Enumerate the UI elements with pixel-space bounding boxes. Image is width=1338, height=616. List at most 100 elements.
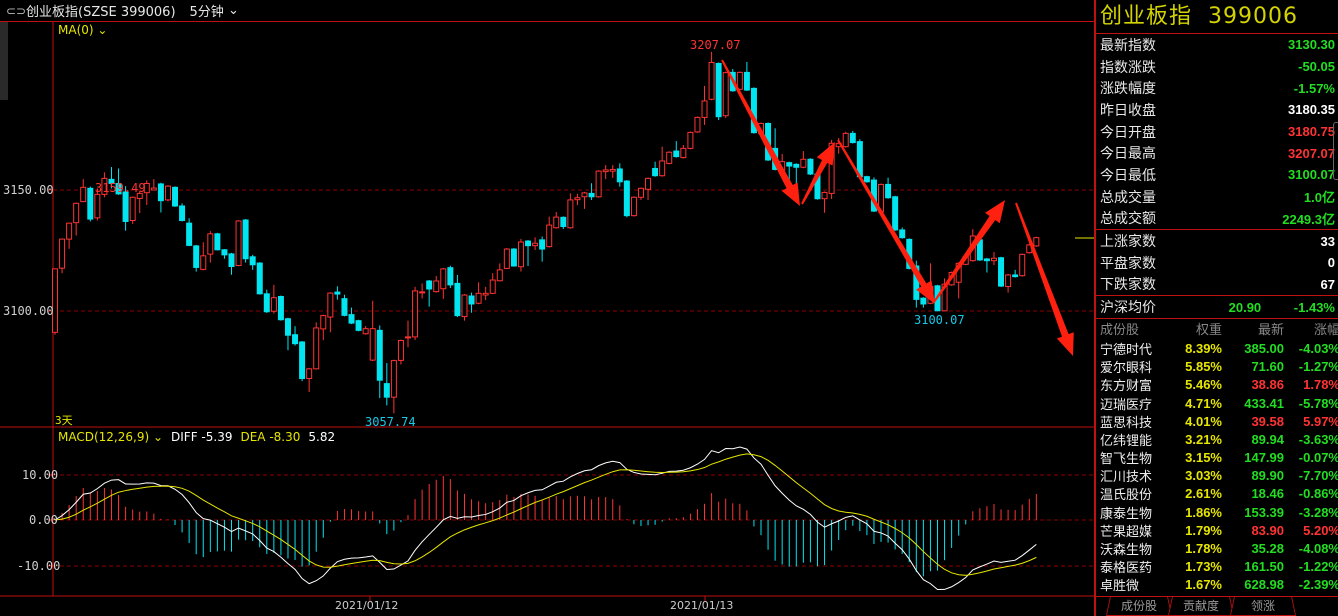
col-change[interactable]: 涨幅 (1313, 322, 1338, 338)
constituent-row[interactable]: 爱尔眼科 5.85% 71.60 -1.27% (1096, 357, 1338, 376)
constituent-row[interactable]: 泰格医药 1.73% 161.50 -1.22% (1096, 557, 1338, 576)
breadth-label: 下跌家数 (1100, 277, 1156, 294)
candle-down (228, 253, 235, 267)
candle-down (172, 186, 179, 207)
tab-contribution[interactable]: 贡献度 (1168, 597, 1234, 616)
col-name[interactable]: 成份股 (1100, 323, 1140, 339)
quote-row: 涨跌幅度 -1.57% (1096, 77, 1338, 99)
candle-down (468, 295, 475, 305)
candle-up (143, 182, 150, 194)
stock-weight: 5.85% (1185, 359, 1222, 375)
candle-up (990, 257, 997, 262)
candle-up (496, 269, 503, 282)
dea-value: DEA -8.30 (240, 430, 301, 444)
stock-change: 1.78% (1303, 377, 1338, 393)
candle-down (715, 62, 722, 118)
candle-down (539, 239, 546, 250)
candle-up (637, 187, 644, 198)
chart-panel[interactable]: ⊂⊃ 创业板指(SZSE 399006) 5分钟 ⌄ MA(0) ⌄ 3150.… (0, 0, 1094, 616)
candle-down (525, 240, 532, 247)
col-weight[interactable]: 权重 (1195, 322, 1222, 338)
candle-down (334, 291, 341, 295)
date-label-0113: 2021/01/13 (670, 599, 734, 612)
quote-row: 最新指数 3130.30 (1096, 34, 1338, 56)
macd-selector[interactable]: MACD(12,26,9) ⌄ (58, 430, 164, 444)
link-icon[interactable]: ⊂⊃ (6, 3, 27, 18)
constituent-row[interactable]: 东方财富 5.46% 38.86 1.78% (1096, 375, 1338, 394)
y-tick-3100: 3100.00 (3, 304, 54, 318)
red-trend-arrow (801, 142, 835, 205)
ma-indicator-selector[interactable]: MA(0) ⌄ (58, 23, 107, 37)
stock-weight: 3.15% (1185, 450, 1222, 466)
candle-up (150, 187, 157, 191)
constituent-row[interactable]: 蓝思科技 4.01% 39.58 5.97% (1096, 412, 1338, 431)
stock-weight: 5.46% (1185, 377, 1222, 393)
candle-up (567, 199, 574, 229)
side-strip (0, 22, 8, 100)
candle-up (405, 336, 411, 339)
candle-down (341, 298, 348, 316)
candle-up (52, 268, 58, 333)
candle-down (913, 265, 920, 300)
stock-price: 153.39 (1244, 504, 1284, 520)
candle-up (482, 292, 489, 296)
quote-value: 2249.3亿 (1282, 211, 1335, 227)
constituent-row[interactable]: 芒果超媒 1.79% 83.90 5.20% (1096, 521, 1338, 540)
quote-value: 3180.35 (1288, 102, 1335, 118)
candle-up (164, 185, 171, 201)
stock-name: 智飞生物 (1100, 452, 1153, 468)
candle-up (546, 224, 553, 248)
quote-value: 3180.75 (1288, 124, 1335, 140)
avg-change: -1.43% (1293, 299, 1335, 315)
period-selector[interactable]: 5分钟 ⌄ (190, 1, 239, 20)
stock-price: 71.60 (1251, 359, 1284, 375)
constituent-row[interactable]: 沃森生物 1.78% 35.28 -4.08% (1096, 539, 1338, 558)
constituent-row[interactable]: 智飞生物 3.15% 147.99 -0.07% (1096, 448, 1338, 468)
stock-name: 汇川技术 (1100, 470, 1153, 486)
macd-tick-0: 0.00 (29, 513, 58, 527)
candle-down (786, 162, 793, 167)
candle-down (242, 219, 249, 260)
candle-down (652, 167, 659, 177)
high-price-marker: 3207.07 (690, 38, 741, 52)
candle-down (348, 314, 355, 324)
tab-leaders[interactable]: 领涨 (1230, 597, 1296, 616)
stock-price: 89.94 (1251, 431, 1284, 447)
candle-up (362, 328, 369, 335)
candle-up (327, 292, 334, 318)
candle-up (503, 248, 510, 269)
candle-up (800, 158, 807, 168)
tab-constituents[interactable]: 成份股 (1106, 597, 1172, 616)
candle-up (736, 71, 743, 90)
candle-down (355, 320, 362, 331)
stock-weight: 1.78% (1185, 541, 1222, 556)
constituent-row[interactable]: 宁德时代 8.39% 385.00 -4.03% (1096, 339, 1338, 358)
candle-up (475, 292, 482, 304)
candle-down (186, 222, 193, 246)
scrollbar[interactable] (1333, 122, 1338, 180)
candle-down (454, 282, 461, 317)
index-name: 创业板指 (1100, 4, 1193, 29)
constituent-row[interactable]: 迈瑞医疗 4.71% 433.41 -5.78% (1096, 394, 1338, 413)
constituents-table: 成份股 权重 最新 涨幅 宁德时代 8.39% 385.00 -4.03% 爱尔眼科 5.… (1096, 317, 1338, 594)
candle-down (292, 334, 299, 345)
col-latest[interactable]: 最新 (1257, 322, 1284, 338)
constituent-row[interactable]: 康泰生物 1.86% 153.39 -3.28% (1096, 503, 1338, 522)
candle-up (433, 280, 440, 293)
candle-up (553, 216, 560, 229)
constituent-row[interactable]: 汇川技术 3.03% 89.90 -7.70% (1096, 466, 1338, 486)
kline-chart[interactable] (0, 0, 1094, 616)
candle-down (743, 71, 750, 91)
quote-row: 指数涨跌 -50.05 (1096, 56, 1338, 78)
constituent-row[interactable]: 亿纬锂能 3.21% 89.94 -3.63% (1096, 430, 1338, 449)
date-label-0112: 2021/01/12 (335, 599, 399, 612)
quote-row: 总成交额 2249.3亿 (1096, 208, 1338, 230)
candle-up (532, 242, 539, 247)
stock-change: 5.97% (1303, 413, 1338, 429)
stock-price: 628.98 (1244, 577, 1284, 593)
constituent-row[interactable]: 卓胜微 1.67% 628.98 -2.39% (1096, 575, 1338, 594)
candle-down (221, 249, 228, 256)
candle-down (383, 383, 390, 398)
candle-down (807, 158, 814, 175)
constituent-row[interactable]: 温氏股份 2.61% 18.46 -0.86% (1096, 484, 1338, 503)
